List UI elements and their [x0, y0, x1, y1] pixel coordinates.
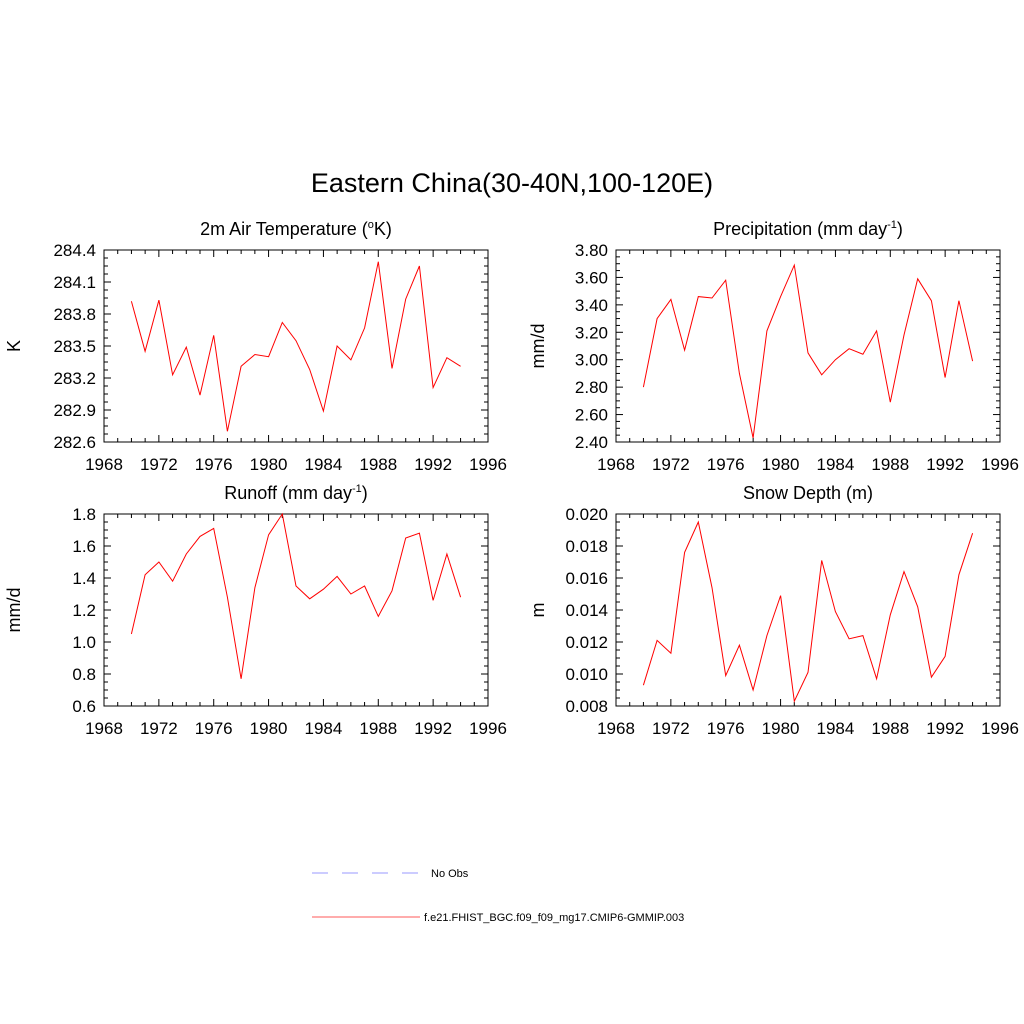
legend: No Obs f.e21.FHIST_BGC.f09_f09_mg17.CMIP… [312, 868, 684, 924]
y-tick-label-runoff: 0.8 [72, 665, 96, 684]
figure-title: Eastern China(30-40N,100-120E) [310, 168, 714, 198]
x-tick-label-runoff: 1984 [305, 719, 343, 738]
x-tick-label-runoff: 1972 [140, 719, 178, 738]
x-tick-label-runoff: 1976 [195, 719, 233, 738]
y-tick-label-precipitation: 3.60 [575, 268, 608, 287]
x-tick-label-temperature: 1996 [469, 455, 507, 474]
x-tick-label-runoff: 1996 [469, 719, 507, 738]
y-tick-label-runoff: 1.8 [72, 505, 96, 524]
y-tick-label-temperature: 283.5 [53, 337, 96, 356]
x-tick-label-runoff: 1992 [414, 719, 452, 738]
y-tick-label-precipitation: 2.80 [575, 378, 608, 397]
x-tick-label-snow-depth: 1988 [871, 719, 909, 738]
y-tick-label-precipitation: 3.20 [575, 323, 608, 342]
x-tick-label-precipitation: 1976 [707, 455, 745, 474]
x-tick-label-precipitation: 1992 [926, 455, 964, 474]
y-axis-label-temperature: K [4, 340, 24, 352]
y-tick-label-snow-depth: 0.014 [565, 601, 608, 620]
y-tick-label-runoff: 1.6 [72, 537, 96, 556]
y-tick-label-temperature: 284.4 [53, 241, 96, 260]
y-tick-label-precipitation: 2.60 [575, 406, 608, 425]
y-tick-label-runoff: 0.6 [72, 697, 96, 716]
y-tick-label-snow-depth: 0.010 [565, 665, 608, 684]
x-tick-label-temperature: 1968 [85, 455, 123, 474]
y-tick-label-snow-depth: 0.020 [565, 505, 608, 524]
x-tick-label-precipitation: 1968 [597, 455, 635, 474]
y-tick-label-snow-depth: 0.012 [565, 633, 608, 652]
panel-title-precipitation-rest: ) [896, 219, 903, 239]
y-tick-label-temperature: 284.1 [53, 273, 96, 292]
panel-title-precipitation-sup: -1 [887, 219, 897, 231]
y-tick-label-precipitation: 3.80 [575, 241, 608, 260]
series-line-snow-depth [642, 520, 974, 703]
panel-title-precipitation-text: Precipitation (mm day [713, 219, 888, 239]
x-tick-label-precipitation: 1984 [817, 455, 855, 474]
y-tick-label-snow-depth: 0.018 [565, 537, 608, 556]
chart-precipitation: 1968 1972 1976 1980 1984 1988 1992 1996 2.40 2.60… [528, 241, 1019, 474]
panel-title-temperature-text: 2m Air Temperature ( [200, 219, 368, 239]
panel-title-snow-depth: Snow Depth (m) [616, 483, 1000, 504]
x-tick-label-precipitation: 1996 [981, 455, 1019, 474]
series-line-runoff [130, 512, 462, 679]
legend-label-no-obs: No Obs [431, 868, 469, 880]
series-line-temperature [130, 261, 461, 432]
panel-title-runoff-text: Runoff (mm day [224, 483, 352, 503]
panel-title-snow-depth-text: Snow Depth (m) [742, 483, 874, 503]
x-tick-label-runoff: 1968 [85, 719, 123, 738]
panel-title-temperature-rest: K) [373, 219, 392, 239]
y-tick-label-snow-depth: 0.016 [565, 569, 608, 588]
y-axis-label-precipitation: mm/d [528, 324, 548, 369]
plot-frame-snow-depth [615, 513, 1001, 707]
legend-label-model: f.e21.FHIST_BGC.f09_f09_mg17.CMIP6-GMMIP… [424, 912, 684, 924]
y-tick-label-snow-depth: 0.008 [565, 697, 608, 716]
x-tick-label-snow-depth: 1980 [762, 719, 800, 738]
x-tick-label-snow-depth: 1996 [981, 719, 1019, 738]
panel-title-runoff-rest: ) [361, 483, 368, 503]
series-line-precipitation [642, 263, 974, 439]
x-tick-label-snow-depth: 1992 [926, 719, 964, 738]
panel-title-runoff: Runoff (mm day-1) [104, 483, 488, 504]
panel-title-temperature-sup: o [367, 219, 374, 231]
x-tick-label-temperature: 1988 [359, 455, 397, 474]
plot-frame-temperature [103, 249, 489, 443]
y-tick-label-precipitation: 2.40 [575, 433, 608, 452]
x-tick-label-snow-depth: 1968 [597, 719, 635, 738]
y-tick-label-precipitation: 3.00 [575, 351, 608, 370]
y-tick-label-temperature: 283.2 [53, 369, 96, 388]
x-tick-label-runoff: 1988 [359, 719, 397, 738]
y-tick-label-runoff: 1.4 [72, 569, 96, 588]
y-tick-label-temperature: 282.9 [53, 401, 96, 420]
y-tick-label-temperature: 283.8 [53, 305, 96, 324]
y-tick-label-runoff: 1.0 [72, 633, 96, 652]
chart-snow-depth: 1968 1972 1976 1980 1984 1988 1992 1996 0.008 0.0… [528, 505, 1019, 738]
plot-frame-precipitation [615, 249, 1001, 443]
panel-title-runoff-sup: -1 [351, 483, 362, 495]
plot-frame-runoff [103, 513, 489, 707]
x-tick-label-temperature: 1976 [195, 455, 233, 474]
x-tick-label-temperature: 1980 [250, 455, 288, 474]
x-tick-label-precipitation: 1972 [652, 455, 690, 474]
x-tick-label-temperature: 1984 [305, 455, 343, 474]
x-tick-label-snow-depth: 1972 [652, 719, 690, 738]
x-tick-label-runoff: 1980 [250, 719, 288, 738]
panel-title-temperature: 2m Air Temperature (oK) [104, 219, 488, 240]
chart-panels: 1968 1972 1976 1980 1984 1988 1992 1996 282.6 282… [4, 241, 1019, 738]
x-tick-label-precipitation: 1980 [762, 455, 800, 474]
y-tick-label-runoff: 1.2 [72, 601, 96, 620]
chart-runoff: 1968 1972 1976 1980 1984 1988 1992 1996 0.6 0.8 1.… [4, 505, 507, 738]
x-tick-label-precipitation: 1988 [871, 455, 909, 474]
y-axis-label-snow-depth: m [528, 603, 548, 618]
panel-title-precipitation: Precipitation (mm day-1) [616, 219, 1000, 240]
x-tick-label-temperature: 1972 [140, 455, 178, 474]
x-tick-label-snow-depth: 1976 [707, 719, 745, 738]
chart-temperature: 1968 1972 1976 1980 1984 1988 1992 1996 282.6 282… [4, 241, 507, 474]
x-tick-label-snow-depth: 1984 [817, 719, 855, 738]
y-tick-label-temperature: 282.6 [53, 433, 96, 452]
x-tick-label-temperature: 1992 [414, 455, 452, 474]
y-axis-label-runoff: mm/d [4, 588, 24, 633]
y-tick-label-precipitation: 3.40 [575, 296, 608, 315]
